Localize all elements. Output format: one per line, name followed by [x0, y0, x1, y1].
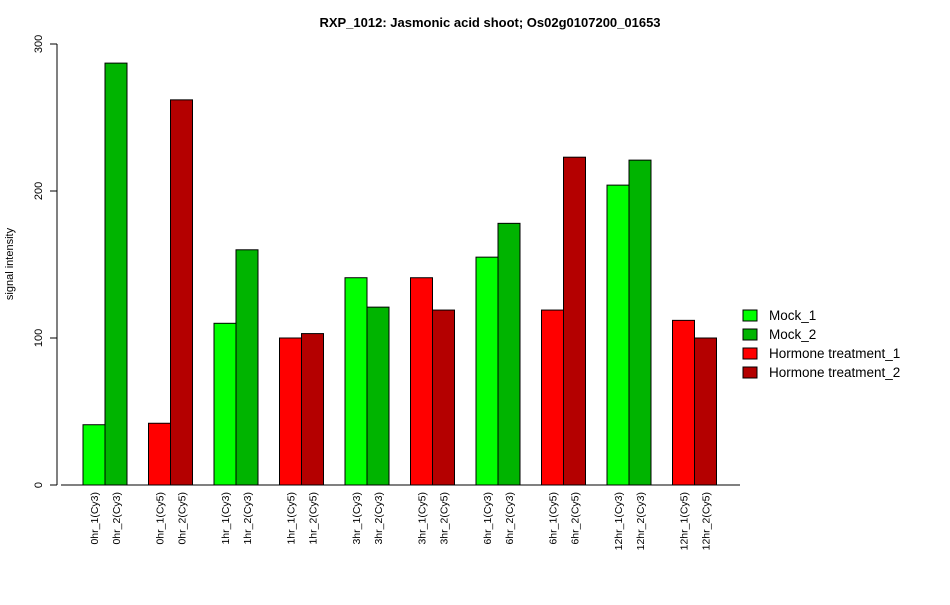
- bar: [235, 249, 259, 486]
- bar: [104, 62, 128, 486]
- bar: [170, 99, 193, 486]
- x-tick-label: 12hr_1(Cy3): [613, 492, 625, 550]
- bar: [301, 333, 324, 486]
- bars-group: [82, 62, 717, 486]
- bar: [148, 422, 171, 486]
- bar: [344, 277, 368, 486]
- legend-label: Hormone treatment_1: [769, 346, 900, 361]
- chart-title: RXP_1012: Jasmonic acid shoot; Os02g0107…: [319, 15, 660, 30]
- x-tick-label: 6hr_2(Cy3): [504, 492, 516, 545]
- x-tick-label: 1hr_2(Cy3): [242, 492, 254, 545]
- bar: [410, 277, 433, 486]
- legend-swatch: [742, 309, 758, 322]
- bar: [606, 184, 630, 486]
- bar: [366, 306, 390, 486]
- x-tick-label: 1hr_1(Cy3): [220, 492, 232, 545]
- bar: [82, 424, 106, 486]
- bar: [497, 222, 521, 486]
- x-tick-labels: 0hr_1(Cy3) 0hr_2(Cy3) 0hr_1(Cy5) 0hr_2(Cy5)…: [89, 492, 713, 550]
- x-tick-label: 3hr_1(Cy3): [351, 492, 363, 545]
- x-tick-label: 6hr_2(Cy5): [570, 492, 582, 545]
- bar: [694, 337, 717, 486]
- bar: [541, 309, 564, 486]
- x-tick-label: 0hr_2(Cy3): [111, 492, 123, 545]
- x-tick-label: 3hr_1(Cy5): [417, 492, 429, 545]
- x-tick-label: 0hr_1(Cy5): [155, 492, 167, 545]
- x-tick-label: 1hr_1(Cy5): [286, 492, 298, 545]
- x-tick-label: 6hr_1(Cy5): [548, 492, 560, 545]
- y-tick-label: 300: [33, 35, 45, 53]
- bar: [213, 322, 237, 486]
- legend-label: Mock_2: [769, 327, 816, 342]
- legend-swatch: [742, 347, 758, 360]
- y-tick-label: 0: [33, 482, 45, 488]
- x-tick-label: 0hr_2(Cy5): [177, 492, 189, 545]
- x-tick-label: 3hr_2(Cy5): [439, 492, 451, 545]
- legend-swatch: [742, 366, 758, 379]
- x-tick-label: 0hr_1(Cy3): [89, 492, 101, 545]
- bar: [279, 337, 302, 486]
- x-tick-label: 12hr_2(Cy5): [701, 492, 713, 550]
- y-tick-label: 100: [33, 329, 45, 347]
- legend: Mock_1 Mock_2 Hormone treatment_1 Hormone t…: [742, 308, 900, 380]
- bar: [672, 319, 695, 486]
- x-tick-label: 12hr_2(Cy3): [635, 492, 647, 550]
- legend-label: Hormone treatment_2: [769, 365, 900, 380]
- legend-label: Mock_1: [769, 308, 816, 323]
- bar: [475, 256, 499, 486]
- legend-swatch: [742, 328, 758, 341]
- bar: [563, 156, 586, 486]
- bar: [432, 309, 455, 486]
- y-tick-label: 200: [33, 182, 45, 200]
- x-tick-label: 6hr_1(Cy3): [482, 492, 494, 545]
- y-axis: 0 100 200 300: [33, 35, 58, 488]
- y-axis-label: signal intensity: [4, 227, 16, 300]
- x-tick-label: 1hr_2(Cy5): [308, 492, 320, 545]
- x-tick-label: 12hr_1(Cy5): [679, 492, 691, 550]
- bar: [628, 159, 652, 486]
- x-tick-label: 3hr_2(Cy3): [373, 492, 385, 545]
